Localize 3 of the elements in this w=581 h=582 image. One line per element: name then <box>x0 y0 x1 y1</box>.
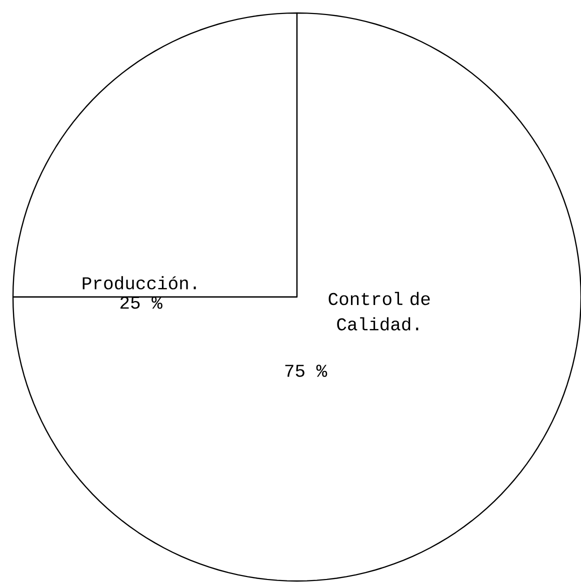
slice-label: Producción. <box>82 276 196 290</box>
data-label: 75 % <box>285 364 328 377</box>
slice-label: Control de Calidad. <box>328 292 430 330</box>
